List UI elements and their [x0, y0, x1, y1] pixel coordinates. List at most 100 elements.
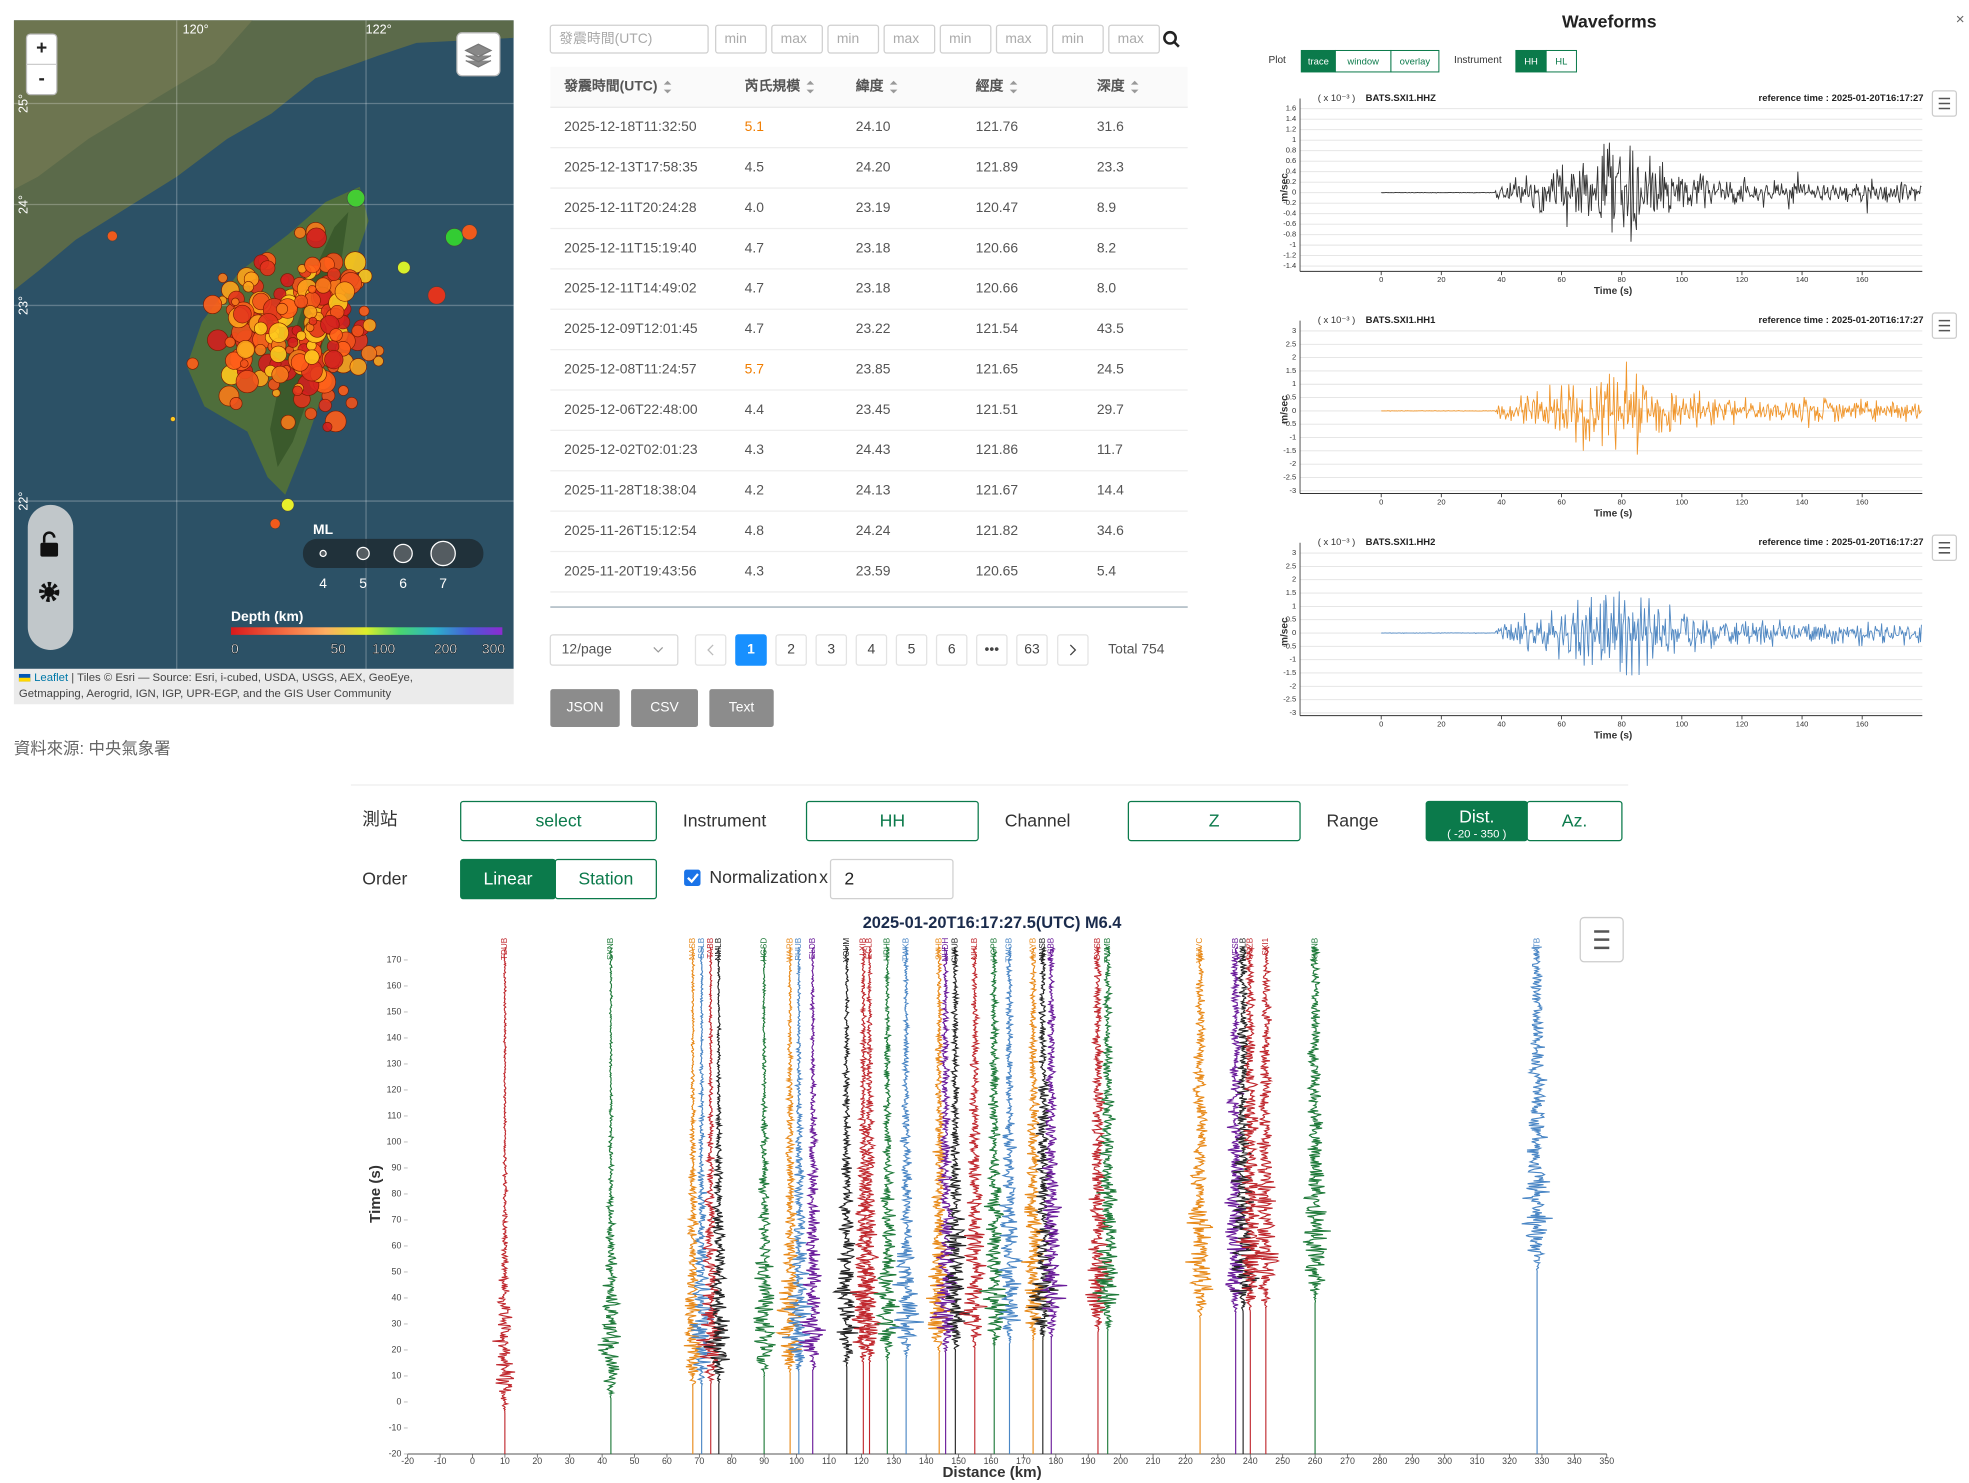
map[interactable]: 120° 122° 25° 24° 23° 22° + - ML 4 5 6 7 De… [13, 20, 514, 669]
control-button[interactable] [460, 800, 657, 842]
earthquake-dot [349, 358, 367, 376]
range-input[interactable] [939, 24, 992, 54]
control-label: 測站 [362, 809, 397, 829]
checkbox[interactable] [684, 869, 701, 887]
attribution-link[interactable]: Leaflet [34, 672, 69, 684]
column-header[interactable]: 深度 [1097, 78, 1125, 94]
station-trace [832, 946, 860, 1454]
station-label: SXI1 [1261, 937, 1270, 955]
range-input[interactable] [771, 24, 823, 54]
earthquake-dot [327, 267, 341, 282]
sort-icon[interactable] [1130, 80, 1139, 94]
y-tick-label: -2 [1290, 681, 1297, 690]
page-button[interactable] [855, 634, 888, 666]
zoom-out[interactable]: - [38, 69, 44, 90]
waveform-trace [1381, 361, 1922, 455]
earthquake-dot [427, 286, 446, 305]
export-button[interactable] [550, 689, 620, 727]
table-cell: 121.82 [976, 522, 1019, 538]
station-trace [889, 946, 924, 1454]
toggle-button[interactable] [1390, 49, 1440, 73]
zoom-in[interactable]: + [36, 38, 47, 59]
page-button[interactable] [735, 634, 767, 666]
page-button[interactable] [775, 634, 807, 666]
earthquake-dot [236, 340, 255, 359]
page-button[interactable] [815, 634, 848, 666]
x-tick-label: 20 [1437, 719, 1445, 728]
x-tick-label: 0 [1379, 719, 1383, 728]
toggle-button[interactable] [1545, 49, 1577, 73]
y-tick-label: 0 [1292, 406, 1296, 415]
station-label: NSBB [1046, 937, 1055, 960]
station-label: NHDH [941, 938, 950, 962]
table-cell: 2025-12-11T14:49:02 [564, 280, 697, 296]
next-page[interactable] [1057, 634, 1089, 666]
range-input[interactable] [1108, 24, 1160, 54]
x-tick-label: 330 [1535, 1456, 1550, 1466]
time-placeholder: 發震時間(UTC) [559, 30, 652, 46]
y-tick-label: -1.4 [1283, 261, 1296, 270]
y-tick-label: -0.6 [1283, 219, 1296, 228]
earthquake-dot [235, 370, 259, 394]
range-input[interactable] [883, 24, 936, 54]
y-tick-label: 1 [1292, 135, 1296, 144]
table-cell: 4.7 [745, 280, 765, 296]
x-tick-label: 60 [1557, 719, 1565, 728]
earthquake-dot [233, 304, 252, 324]
sort-icon[interactable] [663, 80, 672, 94]
settings-hub [44, 586, 55, 597]
prev-page[interactable] [694, 634, 727, 666]
sort-icon[interactable] [889, 80, 898, 94]
control-button[interactable] [1127, 800, 1301, 842]
table-cell: 4.7 [745, 239, 765, 255]
sort-icon[interactable] [806, 80, 815, 94]
x-tick-label: 90 [759, 1456, 769, 1466]
menu-icon [1938, 97, 1951, 110]
column-header[interactable]: 緯度 [856, 78, 884, 94]
control-button[interactable] [554, 858, 657, 900]
export-button[interactable] [709, 689, 774, 727]
control-button-label: Az. [1562, 810, 1588, 830]
y-tick-label: 0.5 [1286, 615, 1297, 624]
page-button[interactable] [895, 634, 928, 666]
earthquake-dot [287, 337, 299, 348]
page-size-select[interactable] [549, 634, 679, 666]
time-input[interactable] [549, 24, 709, 54]
lock-icon[interactable] [40, 542, 59, 557]
settings-icon[interactable] [39, 581, 60, 603]
page-button[interactable] [935, 634, 968, 666]
earthquake-dot [271, 365, 289, 384]
close-button[interactable]: × [1956, 11, 1965, 28]
y-tick-label: 1 [1292, 379, 1296, 388]
range-input[interactable] [995, 24, 1048, 54]
depth-legend-ticks: 0 50 100 200 300 [231, 640, 506, 656]
table-cell: 29.7 [1097, 401, 1124, 417]
table-cell: 24.24 [856, 522, 891, 538]
x-tick-label: 100 [789, 1456, 804, 1466]
table-cell: 4.2 [745, 482, 765, 498]
column-header[interactable]: 發震時間(UTC) [563, 78, 657, 94]
table-cell: 120.66 [976, 239, 1019, 255]
control-button[interactable] [805, 800, 979, 842]
range-placeholder: max [1118, 30, 1144, 46]
range-input[interactable] [1052, 24, 1104, 54]
column-header[interactable]: 芮氏規模 [745, 78, 801, 94]
y-tick-label: 100 [387, 1136, 402, 1146]
range-input[interactable] [827, 24, 880, 54]
pagination: 12/page 1 2 3 4 5 6 ••• 63 Total 754 JSON CSV Text [549, 634, 1165, 727]
export-button[interactable] [631, 689, 698, 727]
station-label: TWMB [1103, 937, 1112, 963]
x-tick-label: 160 [1856, 497, 1869, 506]
x-tick-label: 320 [1502, 1456, 1517, 1466]
sort-icon[interactable] [1009, 80, 1018, 94]
range-input[interactable] [715, 24, 767, 54]
station-trace [998, 946, 1023, 1454]
x-tick-label: 190 [1081, 1456, 1096, 1466]
normalization-input[interactable] [829, 858, 954, 900]
search-icon[interactable] [1163, 30, 1177, 45]
column-header[interactable]: 經度 [976, 78, 1004, 94]
page-number: 4 [868, 641, 876, 657]
page-button[interactable] [976, 634, 1008, 666]
control-button[interactable] [1526, 800, 1623, 842]
page-button[interactable] [1016, 634, 1048, 666]
